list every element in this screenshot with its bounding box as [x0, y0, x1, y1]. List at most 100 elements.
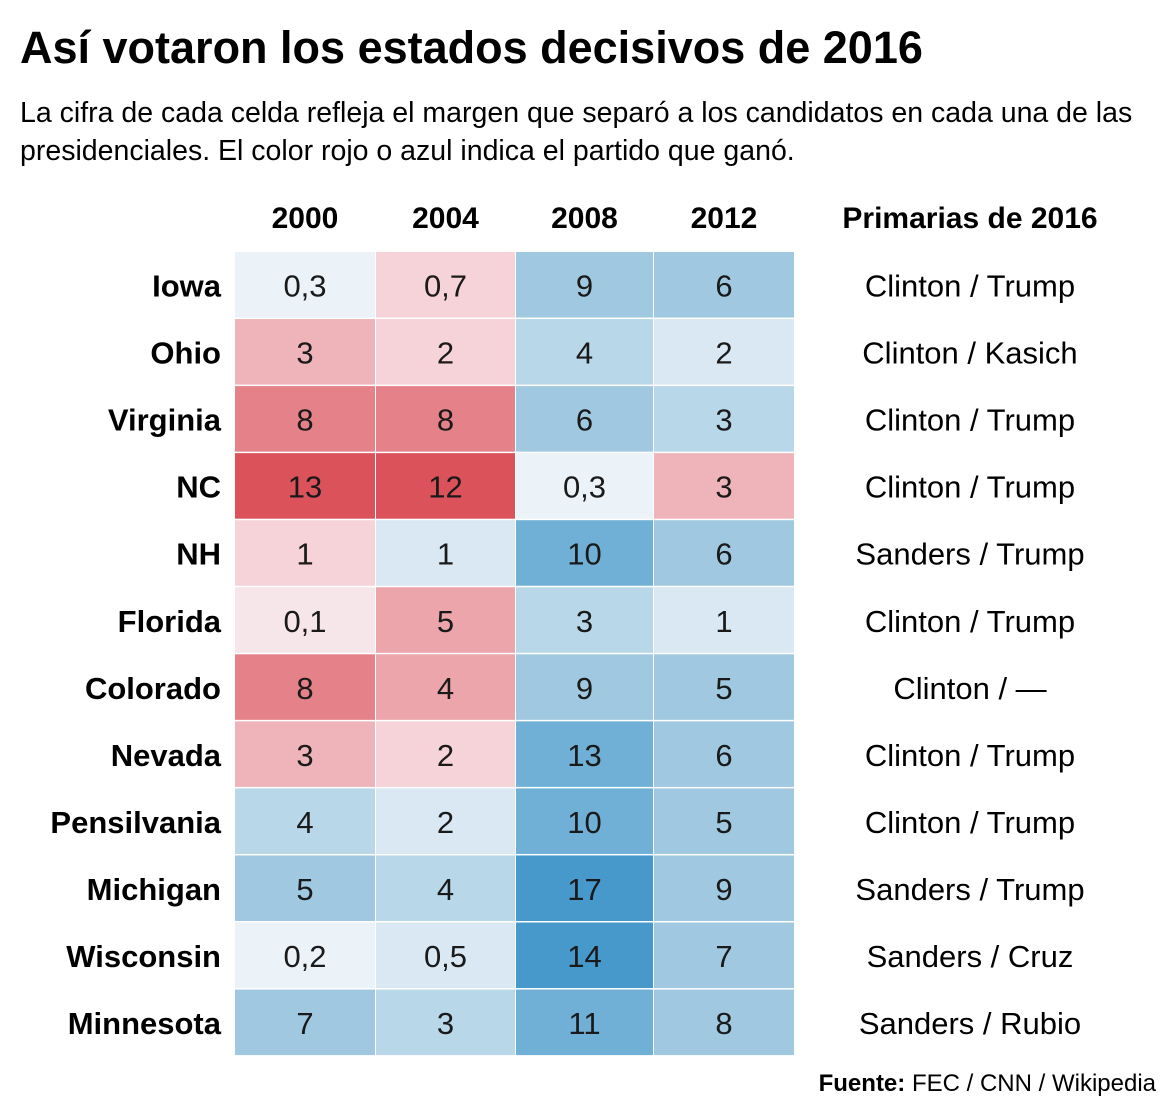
primaries-winners: Clinton / Kasich	[862, 336, 1077, 371]
heat-cell	[376, 788, 515, 854]
heat-cell	[376, 520, 515, 586]
cell-value: 14	[567, 939, 601, 974]
cell-value: 7	[296, 1006, 313, 1041]
row-label-nc: NC	[176, 470, 221, 505]
source-text: FEC / CNN / Wikipedia	[911, 1070, 1156, 1097]
primaries-winners: Clinton / Trump	[865, 604, 1075, 639]
row-label-florida: Florida	[118, 604, 222, 639]
cell-value: 8	[715, 1006, 732, 1041]
row-label-ohio: Ohio	[150, 336, 221, 371]
cell-value: 5	[296, 872, 313, 907]
cell-value: 9	[576, 269, 593, 304]
cell-value: 3	[296, 738, 313, 773]
cell-value: 0,5	[424, 939, 467, 974]
heat-cell	[654, 788, 794, 854]
cell-value: 5	[715, 671, 732, 706]
cell-value: 0,3	[283, 269, 326, 304]
heat-cell	[516, 319, 653, 385]
row-label-iowa: Iowa	[152, 269, 222, 304]
primaries-winners: Clinton / Trump	[865, 470, 1075, 505]
cell-value: 6	[715, 269, 732, 304]
heat-cell	[235, 386, 375, 452]
source-note: Fuente: FEC / CNN / Wikipedia	[819, 1068, 1156, 1100]
cell-value: 8	[296, 671, 313, 706]
heat-cell	[516, 252, 653, 318]
cell-value: 1	[715, 604, 732, 639]
heat-cell	[376, 453, 515, 519]
primaries-winners: Clinton / —	[893, 671, 1046, 706]
row-label-virginia: Virginia	[108, 403, 222, 438]
heat-cell	[235, 587, 375, 653]
heat-cell	[376, 386, 515, 452]
cell-value: 4	[437, 671, 454, 706]
source-label: Fuente:	[818, 1070, 906, 1097]
column-header-2008: 2008	[551, 202, 618, 235]
cell-value: 3	[296, 336, 313, 371]
heat-cell	[516, 721, 653, 787]
heat-cell	[654, 721, 794, 787]
heat-cell	[654, 654, 794, 720]
heat-cell	[235, 453, 375, 519]
heat-cell	[376, 252, 515, 318]
heat-cell	[235, 520, 375, 586]
cell-value: 4	[437, 872, 454, 907]
cell-value: 11	[568, 1006, 600, 1041]
cell-value: 0,3	[563, 470, 606, 505]
primaries-winners: Sanders / Trump	[855, 537, 1084, 572]
primaries-winners: Sanders / Cruz	[867, 939, 1074, 974]
cell-value: 8	[437, 403, 454, 438]
cell-value: 3	[715, 470, 732, 505]
heat-cell	[654, 922, 794, 989]
cell-value: 0,1	[283, 604, 326, 639]
heat-cell	[516, 922, 653, 989]
heat-cell	[516, 386, 653, 452]
primaries-winners: Clinton / Trump	[865, 269, 1075, 304]
cell-value: 4	[576, 336, 593, 371]
cell-value: 13	[567, 738, 601, 773]
heat-cell	[235, 788, 375, 854]
row-label-pensilvania: Pensilvania	[50, 805, 221, 840]
cell-value: 3	[715, 403, 732, 438]
heat-cell	[235, 855, 375, 921]
column-header-2012: 2012	[691, 202, 758, 235]
heat-cell	[376, 587, 515, 653]
cell-value: 3	[576, 604, 593, 639]
cell-value: 3	[437, 1006, 454, 1041]
column-header-2000: 2000	[272, 202, 339, 235]
heat-cell	[376, 989, 515, 1056]
heat-cell	[654, 453, 794, 519]
row-label-colorado: Colorado	[85, 671, 221, 706]
cell-value: 9	[576, 671, 593, 706]
cell-value: 10	[567, 805, 601, 840]
cell-value: 1	[437, 537, 454, 572]
primaries-winners: Clinton / Trump	[865, 805, 1075, 840]
row-label-minnesota: Minnesota	[68, 1006, 222, 1041]
cell-value: 17	[567, 872, 601, 907]
cell-value: 5	[437, 604, 454, 639]
heat-cell	[235, 252, 375, 318]
cell-value: 6	[715, 738, 732, 773]
cell-value: 0,2	[283, 939, 326, 974]
heat-cell	[235, 721, 375, 787]
heat-cell	[654, 587, 794, 653]
row-label-wisconsin: Wisconsin	[66, 939, 221, 974]
column-header-2004: 2004	[412, 202, 479, 235]
cell-value: 5	[715, 805, 732, 840]
primaries-winners: Clinton / Trump	[865, 403, 1075, 438]
primaries-winners: Clinton / Trump	[865, 738, 1075, 773]
row-label-michigan: Michigan	[87, 872, 221, 907]
cell-value: 2	[715, 336, 732, 371]
heat-cell	[654, 855, 794, 921]
heat-cell	[376, 922, 515, 989]
heat-cell	[376, 654, 515, 720]
cell-value: 12	[428, 470, 462, 505]
cell-value: 8	[296, 403, 313, 438]
cell-value: 2	[437, 805, 454, 840]
chart-subtitle: La cifra de cada celda refleja el margen…	[20, 97, 1133, 167]
cell-value: 9	[715, 872, 732, 907]
heat-cell	[376, 319, 515, 385]
cell-value: 2	[437, 738, 454, 773]
heat-cell	[654, 252, 794, 318]
cell-value: 7	[715, 939, 732, 974]
heat-cell	[235, 319, 375, 385]
